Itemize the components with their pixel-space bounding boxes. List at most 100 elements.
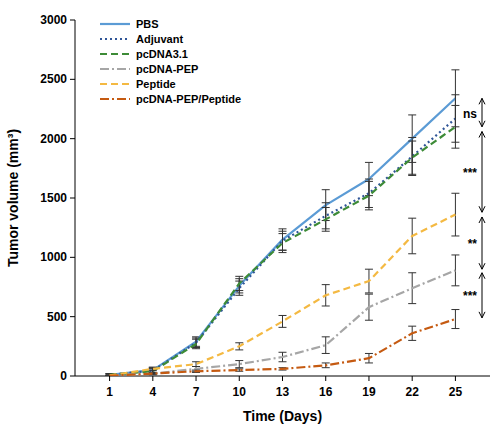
arrow-head <box>479 121 485 127</box>
error-bar-cap <box>365 292 373 293</box>
error-bar-cap <box>192 348 200 349</box>
x-tick-label: 16 <box>319 385 333 399</box>
error-bar-cap <box>149 367 157 368</box>
error-bar-stem <box>368 181 369 209</box>
error-bar-cap <box>235 290 243 291</box>
legend-label: pcDNA3.1 <box>136 48 188 60</box>
legend-label: PBS <box>136 18 159 30</box>
legend-label: Peptide <box>136 78 176 90</box>
error-bar-cap <box>451 309 459 310</box>
error-bar <box>365 181 373 209</box>
error-bar-cap <box>451 235 459 236</box>
error-bar-cap <box>149 370 157 371</box>
plot-area <box>106 70 460 376</box>
y-tick <box>70 316 75 317</box>
error-bar-stem <box>196 362 197 367</box>
series-line <box>110 118 456 374</box>
y-tick-label: 2500 <box>40 72 67 86</box>
significance-label: ns <box>463 107 477 121</box>
error-bar-cap <box>235 367 243 368</box>
x-tick-label: 13 <box>276 385 290 399</box>
error-bar-cap <box>192 366 200 367</box>
error-bar-cap <box>235 276 243 277</box>
error-bar-cap <box>365 269 373 270</box>
error-bar-cap <box>322 362 330 363</box>
series-line <box>110 215 456 376</box>
error-bar-cap <box>408 218 416 219</box>
legend-swatch <box>100 38 130 40</box>
error-bar-cap <box>408 175 416 176</box>
arrow-head <box>479 217 485 223</box>
error-bar-cap <box>235 295 243 296</box>
arrow-head <box>479 312 485 318</box>
x-tick <box>412 376 413 381</box>
error-bar <box>408 141 416 174</box>
error-bar-cap <box>322 202 330 203</box>
legend: PBSAdjuvantpcDNA3.1pcDNA-PEPPeptidepcDNA… <box>100 18 241 105</box>
y-tick-label: 0 <box>60 369 67 383</box>
error-bar-cap <box>365 362 373 363</box>
x-tick <box>239 376 240 381</box>
y-tick <box>70 376 75 377</box>
arrow-head <box>479 206 485 212</box>
significance-arrow <box>479 132 485 213</box>
error-bar-cap <box>322 231 330 232</box>
error-bar-cap <box>322 305 330 306</box>
y-tick <box>70 198 75 199</box>
error-bar-cap <box>279 315 287 316</box>
error-bar <box>279 234 287 253</box>
error-bar-cap <box>279 252 287 253</box>
error-bar-cap <box>322 284 330 285</box>
significance-label: *** <box>463 289 477 303</box>
chart: 050010001500200025003000147101316192225T… <box>0 0 500 429</box>
error-bar-cap <box>322 353 330 354</box>
significance-label: *** <box>463 166 477 180</box>
series-line <box>110 319 456 376</box>
legend-swatch <box>100 68 130 70</box>
x-axis-title: Time (Days) <box>243 408 322 424</box>
error-bar-cap <box>279 327 287 328</box>
y-tick-label: 1000 <box>40 250 67 264</box>
error-bar-stem <box>412 141 413 174</box>
arrow-shaft <box>482 98 483 126</box>
y-axis-title: Tumor volume (mm³) <box>5 129 21 267</box>
error-bar-cap <box>451 328 459 329</box>
x-tick <box>455 376 456 381</box>
error-bar-cap <box>408 303 416 304</box>
error-bar-cap <box>322 207 330 208</box>
y-tick <box>70 20 75 21</box>
error-bar-cap <box>322 367 330 368</box>
y-tick <box>70 79 75 80</box>
significance-arrow <box>479 217 485 269</box>
error-bar <box>451 105 459 148</box>
error-bar-cap <box>192 366 200 367</box>
error-bar-cap <box>451 94 459 95</box>
error-bar-stem <box>455 105 456 148</box>
error-bar-cap <box>408 141 416 142</box>
error-bar-stem <box>455 310 456 329</box>
error-bar-cap <box>235 349 243 350</box>
error-bar-cap <box>451 105 459 106</box>
y-tick <box>70 138 75 139</box>
error-bar-cap <box>408 272 416 273</box>
x-tick-label: 19 <box>362 385 376 399</box>
y-tick-label: 3000 <box>40 13 67 27</box>
error-bar-stem <box>325 337 326 354</box>
arrow-shaft <box>482 217 483 269</box>
error-bar-stem <box>239 361 240 368</box>
error-bar-cap <box>451 193 459 194</box>
y-tick-label: 500 <box>47 310 67 324</box>
arrow-head <box>479 98 485 104</box>
significance-arrow <box>479 273 485 318</box>
x-tick <box>282 376 283 381</box>
arrow-shaft <box>482 132 483 213</box>
error-bar <box>279 315 287 327</box>
x-tick <box>196 376 197 381</box>
error-bar-cap <box>365 209 373 210</box>
x-tick-label: 7 <box>193 385 200 399</box>
x-tick <box>152 376 153 381</box>
error-bar-cap <box>408 253 416 254</box>
error-bar-cap <box>451 285 459 286</box>
y-tick-label: 2000 <box>40 132 67 146</box>
error-bar-cap <box>365 162 373 163</box>
